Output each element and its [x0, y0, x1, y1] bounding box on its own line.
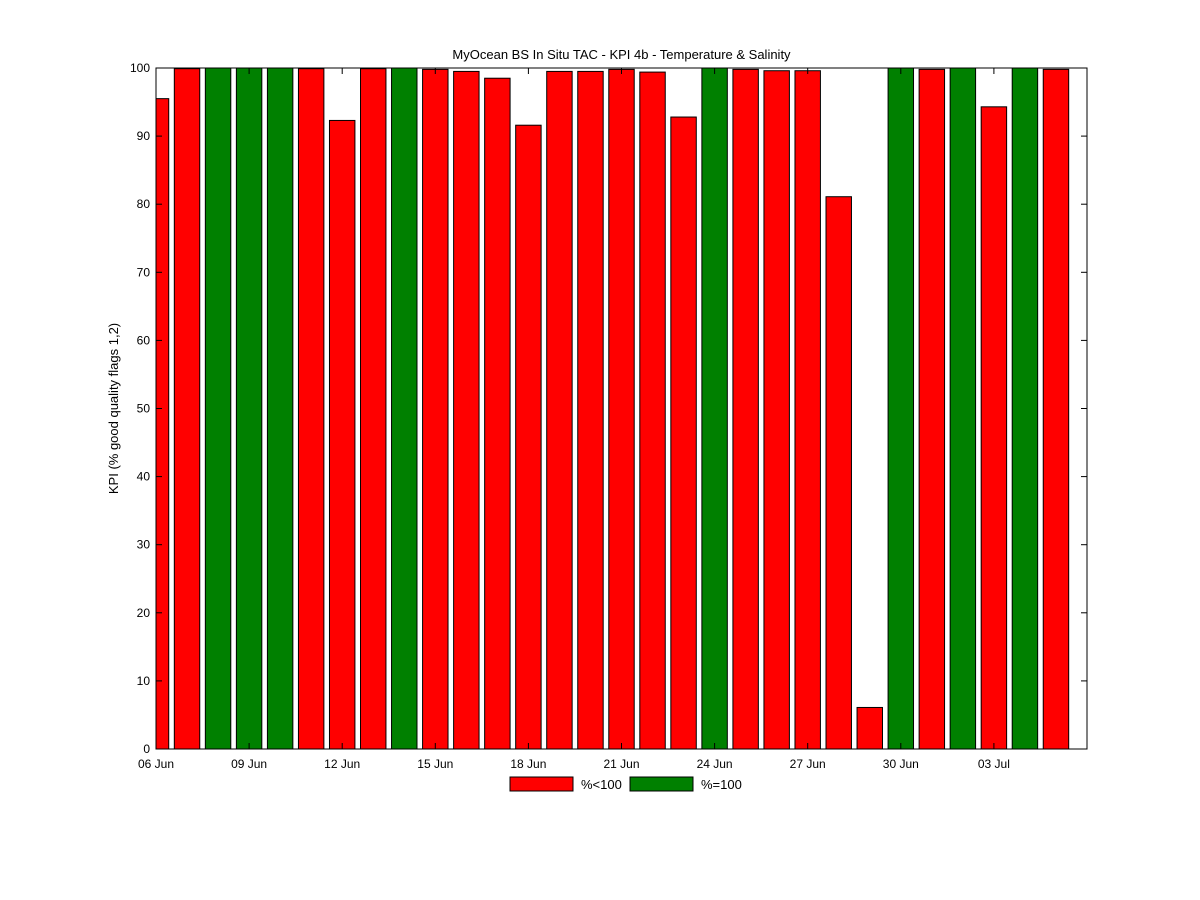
y-tick-label: 50	[137, 402, 151, 416]
y-tick-label: 40	[137, 470, 151, 484]
legend-swatch-below_100	[509, 776, 574, 792]
x-axis: 06 Jun 09 Jun 12 Jun 15 Jun 18 Jun 21 Jun 24 J…	[138, 68, 1010, 771]
bar-2012-06-23	[670, 116, 697, 750]
bar-2012-06-22	[639, 71, 666, 750]
plot-frame	[155, 67, 1088, 750]
bar-2012-06-30	[887, 67, 915, 750]
x-tick-label: 30 Jun	[883, 757, 919, 771]
bar-2012-06-27	[794, 70, 821, 750]
bar-2012-06-19	[546, 70, 573, 750]
x-tick-label: 27 Jun	[790, 757, 826, 771]
bar-2012-06-24	[701, 67, 728, 750]
bar-2012-07-02	[949, 67, 977, 750]
y-tick-label: 90	[137, 129, 151, 143]
bar-2012-06-06	[155, 98, 170, 750]
bar-2012-06-25	[732, 68, 759, 750]
bar-2012-06-07	[173, 68, 201, 750]
bar-2012-06-08	[204, 67, 232, 750]
bar-2012-06-17	[484, 77, 511, 750]
bar-2012-06-28	[825, 196, 852, 750]
legend: %<100 %=100	[509, 776, 742, 792]
y-tick-label: 70	[137, 265, 151, 279]
x-tick-label: 06 Jun	[138, 757, 174, 771]
bar-2012-06-15	[422, 68, 449, 750]
bar-2012-06-09	[235, 67, 263, 750]
y-tick-label: 80	[137, 197, 151, 211]
bar-2012-06-21	[608, 68, 635, 750]
x-tick-label: 12 Jun	[324, 757, 360, 771]
bar-2012-07-03	[980, 106, 1008, 750]
x-tick-label: 03 Jul	[978, 757, 1010, 771]
legend-label-equal_100: %=100	[701, 777, 742, 792]
bar-2012-06-11	[297, 68, 325, 750]
bars-group	[155, 67, 1070, 750]
chart-title: MyOcean BS In Situ TAC - KPI 4b - Temper…	[452, 47, 791, 62]
legend-swatch-equal_100	[629, 776, 694, 792]
y-axis-label: KPI (% good quality flags 1,2)	[106, 323, 121, 494]
bar-2012-06-16	[453, 70, 480, 750]
bar-2012-06-18	[515, 124, 542, 750]
bar-2012-07-05	[1042, 68, 1070, 750]
bar-2012-06-14	[391, 67, 418, 750]
y-tick-label: 100	[130, 61, 150, 75]
bar-2012-06-12	[328, 119, 356, 750]
bar-2012-07-01	[918, 68, 946, 750]
bar-2012-07-04	[1011, 67, 1039, 750]
y-tick-label: 0	[143, 742, 150, 756]
y-tick-label: 30	[137, 538, 151, 552]
x-tick-label: 09 Jun	[231, 757, 267, 771]
y-tick-label: 60	[137, 333, 151, 347]
bar-2012-06-29	[856, 706, 883, 750]
x-tick-label: 15 Jun	[417, 757, 453, 771]
bar-2012-06-10	[266, 67, 294, 750]
bar-2012-06-13	[360, 68, 387, 750]
legend-label-below_100: %<100	[581, 777, 622, 792]
y-tick-label: 20	[137, 606, 151, 620]
bar-2012-06-20	[577, 70, 604, 750]
y-tick-label: 10	[137, 674, 151, 688]
bar-2012-06-26	[763, 70, 790, 750]
x-tick-label: 18 Jun	[510, 757, 546, 771]
y-axis: 0 10 20 30 40 50 60 70 80 90 100	[130, 61, 1087, 756]
x-tick-label: 24 Jun	[697, 757, 733, 771]
x-tick-label: 21 Jun	[603, 757, 639, 771]
